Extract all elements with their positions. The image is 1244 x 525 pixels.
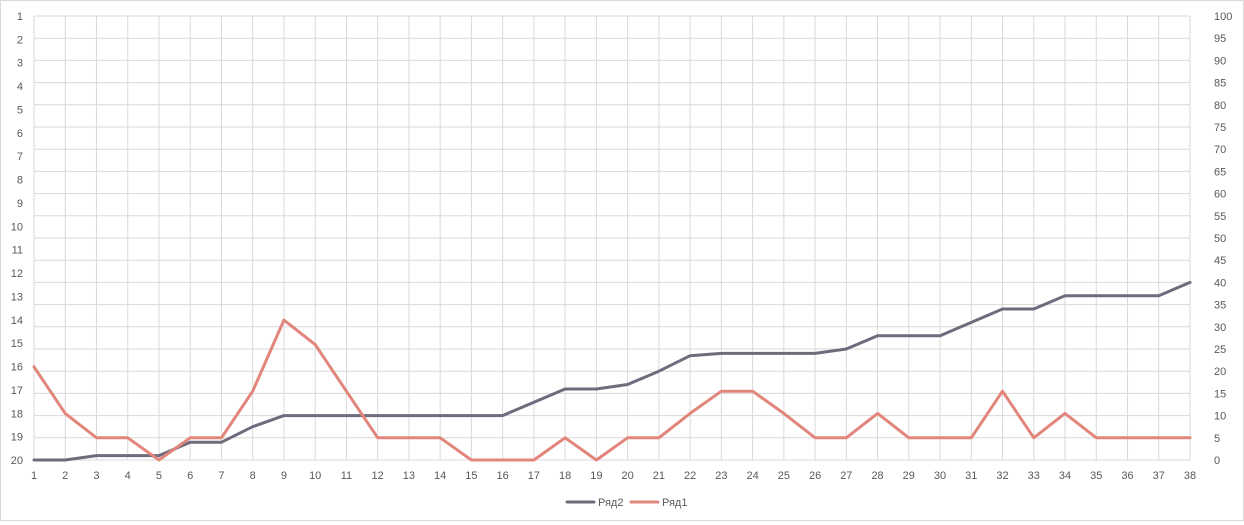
- right-axis-tick-label: 25: [1214, 344, 1226, 356]
- right-axis-tick-label: 90: [1214, 55, 1226, 67]
- x-axis-tick-label: 8: [250, 470, 256, 482]
- x-axis-tick-label: 26: [809, 470, 821, 482]
- x-axis-tick-label: 32: [996, 470, 1008, 482]
- x-axis-tick-label: 9: [281, 470, 287, 482]
- left-axis-tick-label: 4: [17, 81, 23, 93]
- left-axis-tick-label: 19: [11, 432, 23, 444]
- x-axis-tick-label: 36: [1121, 470, 1133, 482]
- right-axis-tick-label: 20: [1214, 366, 1226, 378]
- x-axis-tick-label: 11: [341, 470, 352, 482]
- x-axis-tick-label: 29: [903, 470, 915, 482]
- left-axis-tick-label: 9: [17, 198, 23, 210]
- x-axis-tick-label: 22: [684, 470, 696, 482]
- left-axis-tick-label: 5: [17, 104, 23, 116]
- right-axis-tick-label: 70: [1214, 144, 1226, 156]
- x-axis-tick-label: 6: [187, 470, 193, 482]
- right-axis-tick-label: 95: [1214, 33, 1226, 45]
- left-axis-tick-label: 16: [11, 362, 23, 374]
- x-axis-tick-label: 31: [965, 470, 977, 482]
- x-axis-tick-label: 14: [434, 470, 446, 482]
- x-axis-tick-label: 16: [497, 470, 509, 482]
- x-axis-tick-label: 24: [746, 470, 758, 482]
- right-axis-tick-label: 5: [1214, 433, 1220, 445]
- right-axis-tick-label: 15: [1214, 388, 1226, 400]
- right-axis-tick-label: 35: [1214, 300, 1226, 312]
- left-axis-tick-label: 17: [11, 385, 23, 397]
- x-axis-tick-label: 1: [31, 470, 37, 482]
- left-axis-tick-label: 10: [11, 221, 23, 233]
- left-axis-tick-label: 11: [12, 245, 23, 257]
- x-axis-tick-label: 5: [156, 470, 162, 482]
- right-axis-tick-label: 30: [1214, 322, 1226, 334]
- right-axis-tick-label: 55: [1214, 211, 1226, 223]
- left-axis-tick-label: 8: [17, 175, 23, 187]
- x-axis-tick-label: 13: [403, 470, 415, 482]
- x-axis-tick-label: 2: [62, 470, 68, 482]
- x-axis-tick-label: 10: [309, 470, 321, 482]
- left-axis-tick-label: 18: [11, 408, 23, 420]
- x-axis-tick-label: 37: [1153, 470, 1165, 482]
- right-axis-tick-label: 85: [1214, 78, 1226, 90]
- left-axis-tick-label: 15: [11, 338, 23, 350]
- right-axis-tick-label: 10: [1214, 411, 1226, 423]
- right-axis-tick-label: 60: [1214, 189, 1226, 201]
- x-axis-tick-label: 27: [840, 470, 852, 482]
- x-axis-tick-label: 33: [1028, 470, 1040, 482]
- x-axis-tick-label: 17: [528, 470, 540, 482]
- x-axis-tick-label: 28: [871, 470, 883, 482]
- x-axis-tick-label: 15: [465, 470, 477, 482]
- right-axis-tick-label: 80: [1214, 100, 1226, 112]
- x-axis-tick-label: 35: [1090, 470, 1102, 482]
- x-axis-tick-label: 20: [621, 470, 633, 482]
- right-axis-tick-label: 0: [1214, 455, 1220, 467]
- x-axis-tick-label: 4: [125, 470, 131, 482]
- left-axis-tick-label: 7: [17, 151, 23, 163]
- x-axis-tick-label: 19: [590, 470, 602, 482]
- x-axis-tick-label: 7: [218, 470, 224, 482]
- x-axis-tick-label: 3: [93, 470, 99, 482]
- left-axis-tick-label: 13: [11, 291, 23, 303]
- x-axis-tick-label: 18: [559, 470, 571, 482]
- left-axis-tick-label: 3: [17, 58, 23, 70]
- right-axis-tick-label: 50: [1214, 233, 1226, 245]
- x-axis-tick-label: 21: [653, 470, 665, 482]
- x-axis-tick-label: 23: [715, 470, 727, 482]
- x-axis-tick-label: 34: [1059, 470, 1071, 482]
- series-line-2: [32, 318, 1192, 462]
- x-axis-tick-label: 38: [1184, 470, 1196, 482]
- left-axis-tick-label: 14: [11, 315, 23, 327]
- legend-label: Ряд2: [598, 497, 623, 509]
- right-axis-tick-label: 65: [1214, 166, 1226, 178]
- left-axis-tick-label: 1: [17, 11, 23, 23]
- right-axis-tick-label: 100: [1214, 11, 1232, 23]
- left-axis-tick-label: 6: [17, 128, 23, 140]
- right-axis-tick-label: 45: [1214, 255, 1226, 267]
- left-axis-tick-label: 20: [11, 455, 23, 467]
- x-axis-tick-label: 30: [934, 470, 946, 482]
- left-axis-tick-label: 2: [17, 34, 23, 46]
- x-axis-tick-label: 12: [372, 470, 384, 482]
- series-line-1: [32, 280, 1192, 462]
- x-axis-tick-label: 25: [778, 470, 790, 482]
- left-axis-tick-label: 12: [11, 268, 23, 280]
- legend-label: Ряд1: [662, 497, 687, 509]
- right-axis-tick-label: 40: [1214, 277, 1226, 289]
- right-axis-tick-label: 75: [1214, 122, 1226, 134]
